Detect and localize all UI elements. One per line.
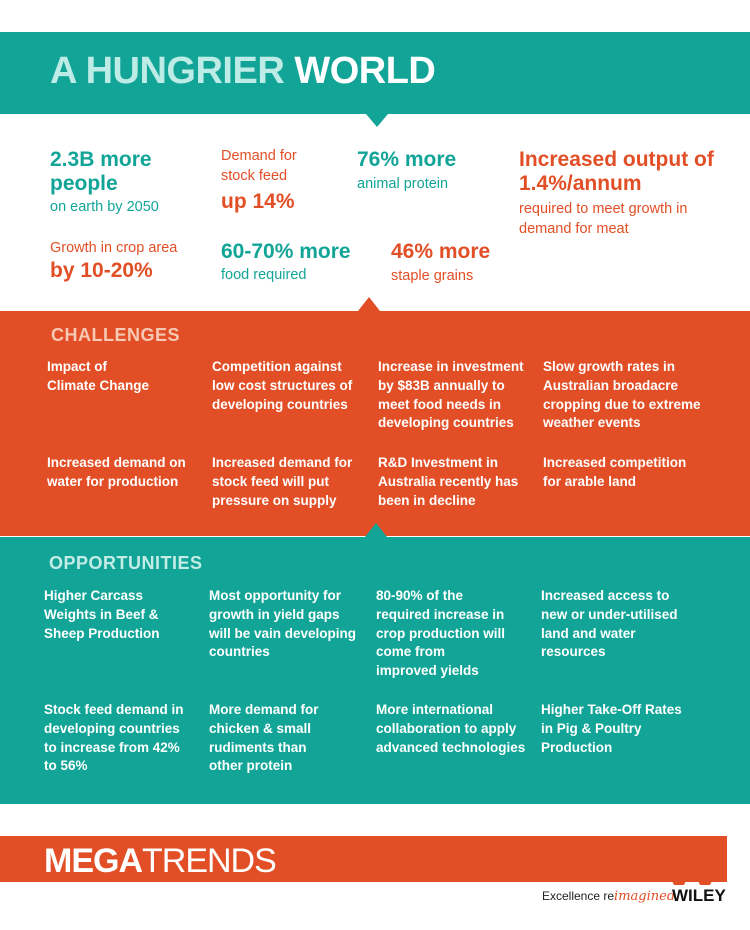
stat-output: Increased output of 1.4%/annum required … [519, 148, 719, 239]
title-part2: WORLD [294, 50, 436, 92]
megatrends-banner: MEGATRENDS [0, 836, 727, 882]
wiley-w-logo-icon [660, 855, 724, 890]
header-banner [0, 32, 750, 114]
challenge-item: Increased demand on water for production [47, 455, 186, 489]
opportunity-item: Stock feed demand in developing countrie… [44, 702, 184, 774]
challenge-item: Increased demand for stock feed will put… [212, 455, 353, 508]
stat-grains-big: 46% more [391, 240, 491, 263]
stat-stock-big: up 14% [221, 189, 295, 213]
challenge-item: Impact of Climate Change [47, 359, 150, 393]
mega-text: MEGA [44, 842, 143, 880]
megatrends-logo: MEGATRENDS [44, 842, 277, 881]
stat-crop-big: by 10-20% [50, 258, 153, 282]
opportunities-title: OPPORTUNITIES [49, 553, 203, 573]
opportunity-item: Higher Take-Off Rates in Pig & Poultry P… [541, 702, 682, 755]
opportunities-section: OPPORTUNITIES Higher Carcass Weights in … [0, 537, 750, 804]
tagline: Excellence reimagined [542, 889, 675, 904]
trends-text: TRENDS [142, 842, 277, 880]
stat-crop-small: Growth in crop area [50, 240, 178, 256]
stat-protein-small: animal protein [357, 176, 449, 193]
challenge-item: Increase in investment by $83B annually … [378, 359, 524, 431]
challenge-item: Slow growth rates in Australian broadacr… [543, 359, 701, 431]
opportunity-item: 80-90% of the required increase in crop … [376, 588, 505, 679]
challenges-notch [358, 297, 380, 311]
tagline-imagined: imagined [614, 889, 676, 904]
opportunity-item: Higher Carcass Weights in Beef & Sheep P… [44, 588, 160, 641]
wiley-brand: WILEY [672, 886, 726, 905]
opportunity-item: More international collaboration to appl… [376, 702, 526, 755]
stat-people: 2.3B more people on earth by 2050 [50, 148, 180, 216]
challenges-section: CHALLENGES Impact of Climate Change Comp… [0, 311, 750, 536]
stat-stock: Demand for stock feed up 14% [221, 146, 331, 216]
stat-output-small: required to meet growth in demand for me… [519, 201, 688, 237]
stat-people-big: 2.3B more people [50, 148, 152, 196]
stat-food-big: 60-70% more [221, 240, 351, 263]
stat-food-small: food required [221, 267, 307, 284]
opportunity-item: Increased access to new or under-utilise… [541, 588, 678, 660]
challenge-item: R&D Investment in Australia recently has… [378, 455, 519, 508]
title-part1: A HUNGRIER [50, 50, 285, 92]
stat-grains-small: staple grains [391, 268, 474, 285]
challenges-title: CHALLENGES [51, 325, 181, 345]
opportunity-item: Most opportunity for growth in yield gap… [209, 588, 357, 660]
challenge-item: Competition against low cost structures … [212, 359, 353, 412]
challenge-item: Increased competition for arable land [543, 455, 687, 489]
stat-output-big: Increased output of 1.4%/annum [519, 148, 714, 196]
stat-protein-big: 76% more [357, 148, 457, 171]
tagline-text: Excellence re [542, 889, 615, 903]
page-title: A HUNGRIER WORLD [50, 50, 436, 93]
opportunity-item: More demand for chicken & small rudiment… [209, 702, 319, 774]
stat-stock-small: Demand for stock feed [221, 148, 297, 185]
opportunities-notch [365, 523, 387, 537]
header-notch [366, 114, 388, 127]
stat-grains: 46% more staple grains [391, 240, 531, 285]
stat-food: 60-70% more food required [221, 240, 381, 284]
stat-protein: 76% more animal protein [357, 148, 497, 193]
stat-crop: Growth in crop area by 10-20% [50, 240, 210, 283]
stat-people-small: on earth by 2050 [50, 199, 159, 216]
